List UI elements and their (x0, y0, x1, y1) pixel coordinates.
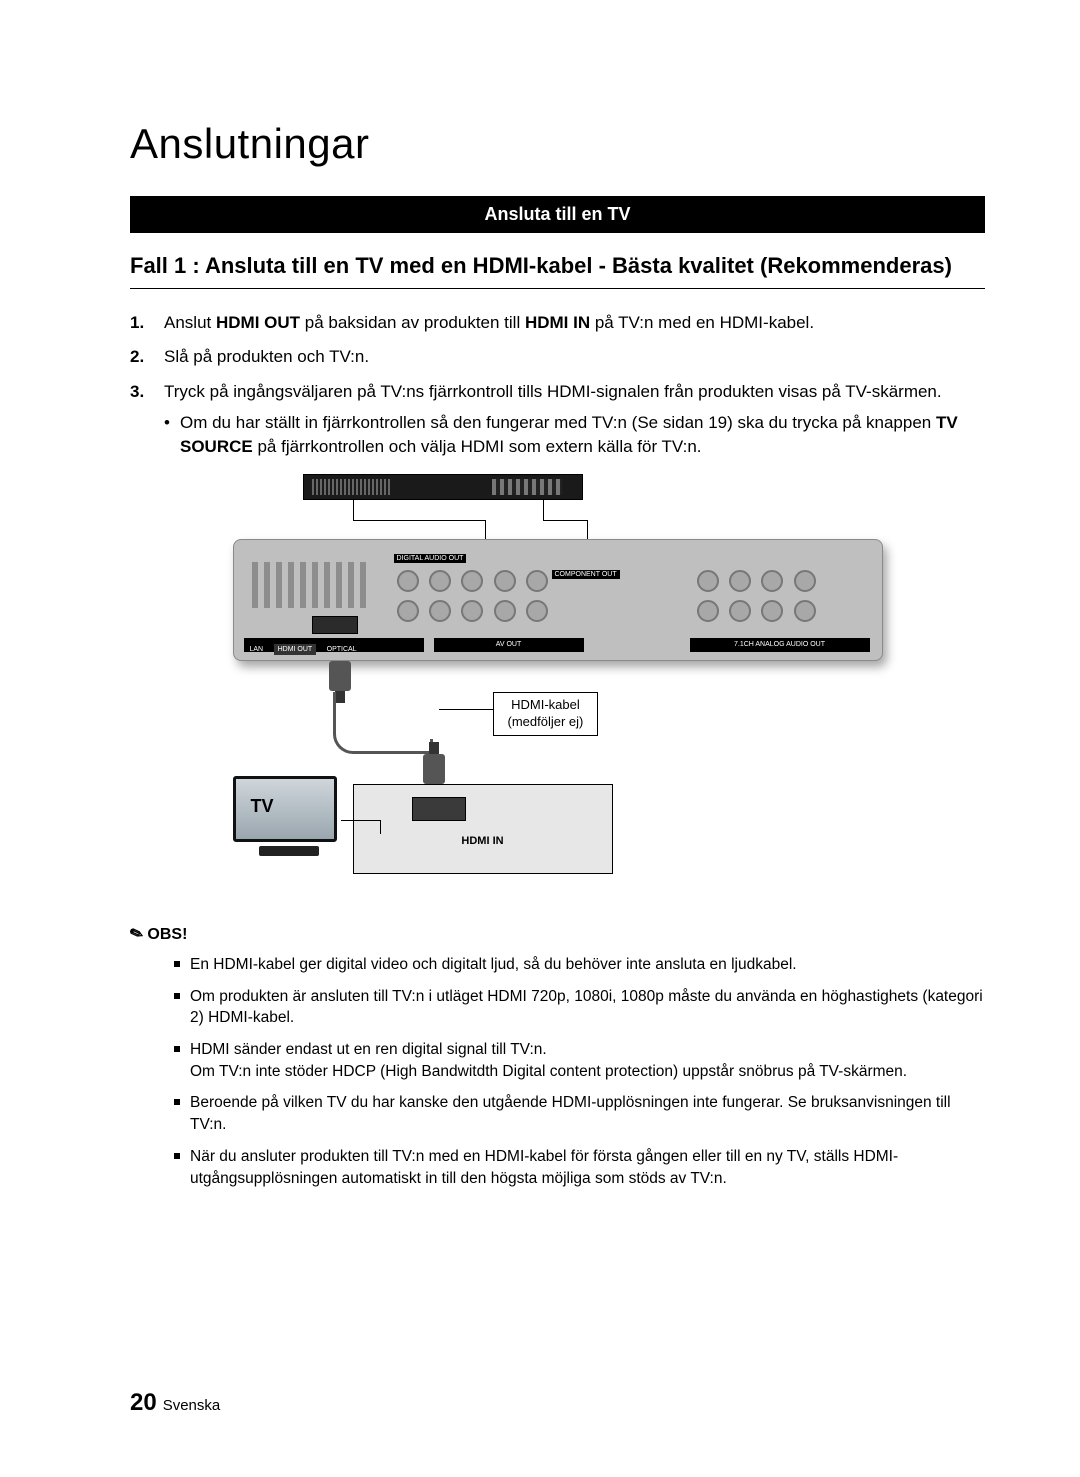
tv-label: TV (251, 796, 274, 817)
device-top-strip (303, 474, 583, 500)
jack-icon (794, 570, 816, 592)
footer-lang: Svenska (163, 1397, 221, 1414)
jack-icon (494, 570, 516, 592)
step-1-bold-2: HDMI IN (525, 313, 590, 332)
cable-label-line1: HDMI-kabel (508, 697, 584, 714)
page-number: 20 (130, 1389, 157, 1416)
jack-icon (729, 570, 751, 592)
hdmi-in-label: HDMI IN (354, 835, 612, 847)
analog-out-label: 7.1CH ANALOG AUDIO OUT (690, 638, 870, 652)
notes-list: En HDMI-kabel ger digital video och digi… (130, 954, 985, 1189)
hdmi-in-port-icon (412, 797, 466, 821)
subheading: Fall 1 : Ansluta till en TV med en HDMI-… (130, 251, 985, 289)
jack-icon (697, 600, 719, 622)
lan-label: LAN (244, 644, 270, 655)
jack-icon (794, 600, 816, 622)
component-out-label: COMPONENT OUT (552, 570, 620, 579)
page-footer: 20 Svenska (130, 1389, 220, 1417)
step-3: Tryck på ingångsväljaren på TV:ns fjärrk… (130, 380, 985, 460)
note-item: När du ansluter produkten till TV:n med … (174, 1146, 985, 1189)
hdmi-plug-icon (423, 754, 445, 784)
vent-icon (252, 562, 372, 608)
jack-icon (397, 570, 419, 592)
step-1-text-pre: Anslut (164, 313, 216, 332)
step-2: Slå på produkten och TV:n. (130, 345, 985, 370)
jack-row-1b (394, 600, 552, 627)
jack-row-1 (394, 570, 552, 597)
step-3-sub: Om du har ställt in fjärrkontrollen så d… (164, 411, 985, 460)
callout-line (341, 820, 381, 821)
jack-row-2b (694, 600, 819, 627)
lead-line (587, 520, 588, 539)
jack-icon (761, 570, 783, 592)
jack-row-2 (694, 570, 819, 597)
jack-icon (761, 600, 783, 622)
lead-line (543, 500, 544, 520)
cable-label-line2: (medföljer ej) (508, 714, 584, 731)
av-out-label: AV OUT (434, 638, 584, 652)
jack-icon (526, 600, 548, 622)
cable-path (333, 692, 433, 754)
hdmi-plug-icon (329, 661, 351, 691)
jack-icon (697, 570, 719, 592)
page-title: Anslutningar (130, 120, 985, 168)
tv-stand-icon (259, 846, 319, 856)
jack-icon (526, 570, 548, 592)
device-back-panel: LAN HDMI OUT OPTICAL DIGITAL AUDIO OUT C… (233, 539, 883, 661)
steps-list: Anslut HDMI OUT på baksidan av produkten… (130, 311, 985, 460)
jack-icon (461, 570, 483, 592)
jack-icon (429, 600, 451, 622)
section-bar: Ansluta till en TV (130, 196, 985, 233)
jack-icon (429, 570, 451, 592)
step-1-bold-1: HDMI OUT (216, 313, 300, 332)
note-heading: ✎OBS! (130, 924, 985, 944)
jack-icon (397, 600, 419, 622)
tv-input-box: HDMI IN (353, 784, 613, 874)
manual-page: Anslutningar Ansluta till en TV Fall 1 :… (0, 0, 1080, 1477)
note-icon: ✎ (127, 922, 146, 945)
note-item: En HDMI-kabel ger digital video och digi… (174, 954, 985, 976)
connection-diagram: LAN HDMI OUT OPTICAL DIGITAL AUDIO OUT C… (233, 474, 883, 894)
optical-label: OPTICAL (321, 644, 363, 655)
hdmi-out-label: HDMI OUT (274, 644, 317, 655)
step-1-text-post: på TV:n med en HDMI-kabel. (590, 313, 814, 332)
digital-audio-label: DIGITAL AUDIO OUT (394, 554, 467, 563)
jack-icon (494, 600, 516, 622)
note-item: HDMI sänder endast ut en ren digital sig… (174, 1039, 985, 1082)
callout-line (439, 709, 493, 710)
jack-icon (729, 600, 751, 622)
step-1-text-mid: på baksidan av produkten till (300, 313, 525, 332)
note-item: Om produkten är ansluten till TV:n i utl… (174, 986, 985, 1029)
tv-screen-icon (233, 776, 337, 842)
lead-line (543, 520, 587, 521)
note-3a: HDMI sänder endast ut en ren digital sig… (190, 1041, 547, 1058)
step-3-sub-post: på fjärrkontrollen och välja HDMI som ex… (253, 437, 702, 456)
hdmi-out-port-icon (312, 616, 358, 634)
jack-icon (461, 600, 483, 622)
step-3-text: Tryck på ingångsväljaren på TV:ns fjärrk… (164, 382, 942, 401)
panel-label-left: LAN HDMI OUT OPTICAL (244, 638, 424, 652)
step-1: Anslut HDMI OUT på baksidan av produkten… (130, 311, 985, 336)
tv-icon: TV (233, 776, 345, 864)
cable-label: HDMI-kabel (medföljer ej) (493, 692, 599, 736)
note-3b: Om TV:n inte stöder HDCP (High Bandwitdt… (190, 1063, 907, 1080)
lead-line (353, 500, 354, 520)
lead-line (353, 520, 485, 521)
note-item: Beroende på vilken TV du har kanske den … (174, 1092, 985, 1135)
note-heading-text: OBS! (147, 926, 187, 943)
step-3-sub-pre: Om du har ställt in fjärrkontrollen så d… (180, 413, 936, 432)
lead-line (485, 520, 486, 539)
